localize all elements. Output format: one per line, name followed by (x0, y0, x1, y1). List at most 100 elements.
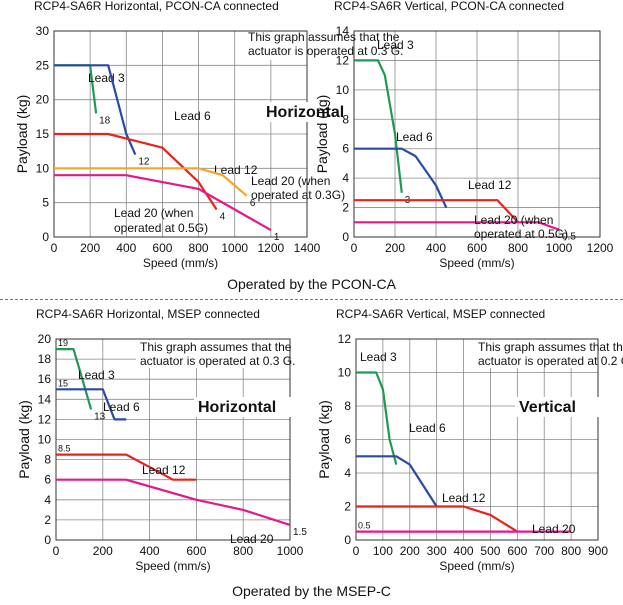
x-tick-label: 0 (51, 241, 58, 255)
series-end-label: 6 (250, 198, 256, 209)
note-line-1: This graph assumes that the (140, 340, 292, 354)
series-label: Lead 6 (409, 421, 446, 435)
x-tick-label: 600 (152, 241, 172, 255)
note-line-2: actuator is operated at 0.3 G. (140, 354, 295, 368)
y-axis-label: Payload (kg) (316, 400, 332, 479)
y-tick-label: 4 (344, 466, 351, 480)
x-tick-label: 200 (93, 544, 113, 558)
series-label: Lead 20 (532, 522, 576, 536)
y-tick-label: 30 (36, 24, 50, 38)
y-tick-label: 16 (38, 372, 52, 386)
x-tick-label: 0 (53, 544, 60, 558)
series-label: Lead 20 (when (474, 213, 553, 227)
series-label: Lead 20 (230, 532, 274, 546)
y-tick-label: 10 (336, 83, 350, 97)
y-axis-label: Payload (kg) (314, 95, 330, 174)
y-tick-label: 6 (44, 473, 51, 487)
y-tick-label: 4 (342, 171, 349, 185)
x-tick-label: 400 (116, 241, 136, 255)
note-box (136, 340, 288, 368)
x-tick-label: 200 (400, 544, 420, 558)
y-tick-label: 4 (44, 493, 51, 507)
x-tick-label: 1000 (546, 241, 573, 255)
series-line-lead-12 (56, 453, 197, 481)
y-tick-label: 0 (42, 230, 49, 244)
orientation-badge-bg (262, 102, 365, 122)
series-label: Lead 6 (103, 400, 140, 414)
series-end-label: 1.5 (293, 527, 307, 538)
note-line-2: actuator is operated at 0.2 G. (478, 354, 623, 368)
note-box (474, 340, 596, 368)
series-line-lead-20-when-operated-at-0-3g- (54, 167, 248, 197)
x-axis-label: Speed (mm/s) (135, 559, 210, 573)
x-tick-label: 400 (454, 544, 474, 558)
y-tick-label: 0 (44, 533, 51, 547)
series-label: Lead 12 (214, 163, 258, 177)
series-line-lead-3 (356, 371, 398, 465)
x-tick-label: 1000 (277, 544, 304, 558)
y-tick-label: 18 (38, 352, 52, 366)
series-label: Lead 20 (when (114, 206, 193, 220)
series-line-lead-20 (56, 478, 291, 526)
x-tick-label: 700 (534, 544, 554, 558)
x-tick-label: 800 (508, 241, 528, 255)
series-start-label: 15 (58, 378, 68, 388)
x-tick-label: 200 (385, 241, 405, 255)
x-tick-label: 500 (480, 544, 500, 558)
y-tick-label: 10 (338, 366, 352, 380)
x-axis-label: Speed (mm/s) (439, 559, 514, 573)
msep-section-caption: Operated by the MSEP-C (232, 583, 391, 599)
chart-title: RCP4-SA6R Horizontal, MSEP connected (36, 307, 260, 321)
x-tick-label: 100 (373, 544, 393, 558)
series-label: Lead 3 (377, 38, 414, 52)
chart-3: RCP4-SA6R Horizontal, MSEP connected 0 200… (16, 307, 307, 573)
section-divider (0, 299, 623, 300)
series-label: Lead 6 (174, 109, 211, 123)
x-tick-label: 800 (561, 544, 581, 558)
x-axis-label: Speed (mm/s) (143, 256, 218, 270)
plot-frame (355, 338, 599, 541)
x-tick-label: 1200 (587, 241, 614, 255)
x-tick-label: 600 (467, 241, 487, 255)
series-start-label: 8.5 (58, 444, 71, 454)
y-tick-label: 2 (44, 513, 51, 527)
x-tick-label: 1000 (221, 241, 248, 255)
y-tick-label: 15 (36, 127, 50, 141)
series-label-line-2: operated at 0.5G) (114, 221, 208, 235)
series-label: Lead 3 (88, 71, 125, 85)
series-start-label: 0.5 (358, 521, 371, 531)
y-tick-label: 12 (336, 53, 350, 67)
x-tick-label: 800 (233, 544, 253, 558)
series-end-label: 4 (220, 212, 226, 223)
y-tick-label: 0 (342, 230, 349, 244)
y-axis-label: Payload (kg) (16, 400, 32, 479)
chart-title: RCP4-SA6R Vertical, MSEP connected (336, 307, 545, 321)
series-label: Lead 12 (142, 463, 186, 477)
series-label-line-2: operated at 0.3G) (251, 188, 345, 202)
series-line-lead-12 (54, 132, 218, 211)
series-label: Lead 20 (when (251, 174, 330, 188)
orientation-badge-bg (515, 397, 599, 417)
x-tick-label: 600 (186, 544, 206, 558)
y-tick-label: 10 (36, 161, 50, 175)
series-line-lead-6 (54, 64, 137, 156)
y-tick-label: 6 (342, 142, 349, 156)
plot-frame (55, 338, 291, 541)
series-line-lead-12 (356, 505, 518, 533)
series-label: Lead 3 (78, 368, 115, 382)
x-tick-label: 0 (351, 241, 358, 255)
note-line-1: This graph assumes that the (248, 30, 400, 44)
x-tick-label: 400 (426, 241, 446, 255)
orientation-label: Vertical (519, 399, 576, 416)
x-tick-label: 0 (353, 544, 360, 558)
chart-title: RCP4-SA6R Vertical, PCON-CA connected (334, 0, 564, 13)
x-tick-label: 400 (140, 544, 160, 558)
x-tick-label: 1400 (294, 241, 321, 255)
series-label-line-2: operated at 0.5G) (474, 227, 568, 241)
y-tick-label: 25 (36, 58, 50, 72)
note-line-1: This graph assumes that the (478, 340, 623, 354)
series-line-lead-6 (354, 147, 448, 209)
y-tick-label: 2 (344, 500, 351, 514)
y-tick-label: 8 (344, 399, 351, 413)
